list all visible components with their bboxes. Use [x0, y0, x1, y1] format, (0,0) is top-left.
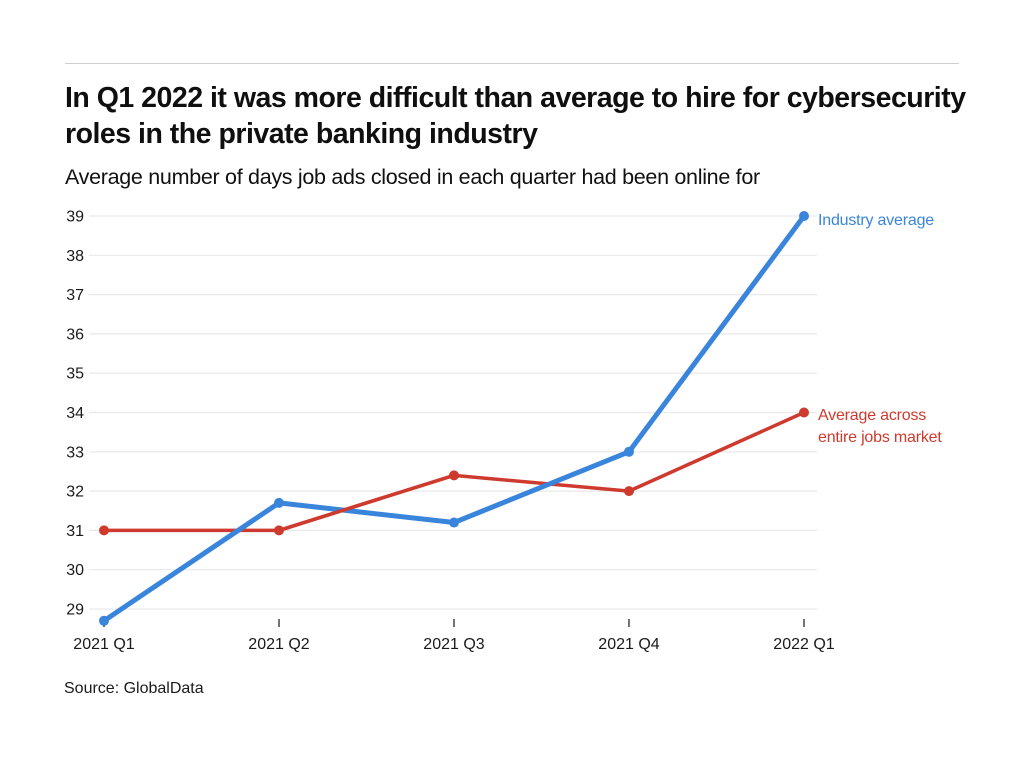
chart-subtitle: Average number of days job ads closed in… [65, 165, 760, 189]
chart-title: In Q1 2022 it was more difficult than av… [65, 82, 966, 150]
y-axis-tick-label: 37 [66, 287, 84, 304]
legend-industry-average-label: Industry average [818, 212, 934, 229]
data-point-market [799, 407, 809, 418]
data-point-market [624, 486, 634, 497]
top-divider [65, 63, 959, 64]
legend-industry-average: Industry average [818, 210, 934, 232]
data-point-market [99, 525, 109, 536]
data-point-industry [799, 211, 809, 221]
x-axis-tick-label: 2021 Q4 [598, 636, 659, 653]
y-axis-tick-label: 29 [66, 602, 84, 619]
y-axis-tick-label: 38 [66, 248, 84, 265]
y-axis-tick-label: 33 [66, 444, 84, 461]
y-axis-tick-label: 30 [66, 562, 84, 579]
series-line-market-overpass [277, 473, 456, 533]
data-point-industry [624, 446, 634, 457]
legend-jobs-market: Average across entire jobs market [818, 405, 942, 448]
y-axis-tick-label: 39 [66, 209, 84, 226]
data-point-industry [274, 497, 284, 508]
x-axis-tick-label: 2021 Q2 [248, 636, 309, 653]
data-point-market [274, 525, 284, 536]
y-axis-tick-label: 34 [66, 405, 84, 422]
data-point-industry [99, 615, 109, 626]
x-axis-tick-label: 2021 Q1 [73, 636, 134, 653]
series-line-industry [101, 213, 807, 624]
legend-jobs-market-line1: Average across [818, 407, 927, 424]
y-axis-tick-label: 32 [66, 484, 84, 501]
x-axis-tick-label: 2021 Q3 [423, 636, 484, 653]
y-axis-tick-label: 35 [66, 366, 84, 383]
data-point-market [449, 470, 459, 481]
source-note: Source: GlobalData [64, 680, 204, 697]
y-axis-tick-label: 36 [66, 326, 84, 343]
data-point-industry [449, 517, 459, 528]
x-axis-tick-label: 2022 Q1 [773, 636, 834, 653]
legend-jobs-market-line2: entire jobs market [818, 428, 942, 446]
y-axis-tick-label: 31 [66, 523, 84, 540]
